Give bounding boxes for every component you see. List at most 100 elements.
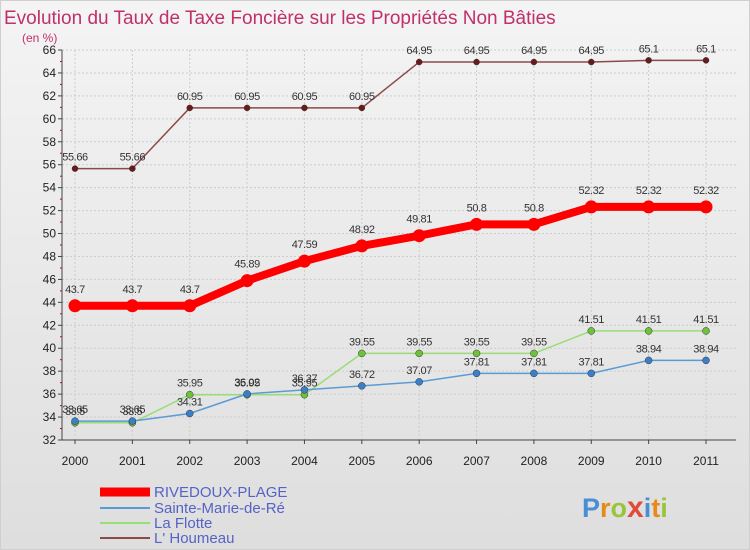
point-1-10 <box>644 356 653 365</box>
ytick-label-42: 42 <box>43 318 57 332</box>
data-label-3-4: 60.95 <box>292 91 318 103</box>
xtick-label-2005: 2005 <box>348 454 375 468</box>
chart-ylabel: (en %) <box>22 31 57 45</box>
point-3-8 <box>530 58 538 66</box>
data-label-3-9: 64.95 <box>579 45 605 57</box>
point-2-8 <box>530 349 538 358</box>
data-label-3-8: 64.95 <box>521 45 547 57</box>
data-label-0-6: 49.81 <box>406 214 432 226</box>
data-label-2-11: 41.51 <box>693 314 719 326</box>
series-2: 33.5 33.5 35.95 35.95 35.95 39.55 39.55 39.55 39… <box>65 314 719 427</box>
ytick-label-54: 54 <box>43 181 57 195</box>
point-0-4 <box>297 254 311 268</box>
legend-item-3: L' Houmeau <box>100 530 234 547</box>
data-label-1-9: 37.81 <box>579 356 605 368</box>
legend-label-3: L' Houmeau <box>154 530 234 547</box>
data-label-2-8: 39.55 <box>521 336 547 348</box>
point-1-8 <box>530 369 538 378</box>
point-3-2 <box>186 104 193 112</box>
legend-label-0: RIVEDOUX-PLAGE <box>154 484 287 501</box>
data-label-3-5: 60.95 <box>349 91 375 103</box>
xtick-label-2001: 2001 <box>119 454 146 468</box>
legend-label-2: La Flotte <box>154 515 212 532</box>
data-label-1-2: 34.31 <box>177 397 203 409</box>
point-1-4 <box>300 386 309 394</box>
data-label-3-3: 60.95 <box>234 91 260 103</box>
point-3-11 <box>702 57 710 64</box>
xtick-label-2007: 2007 <box>463 454 490 468</box>
xtick-label-2011: 2011 <box>693 454 719 468</box>
data-label-3-7: 64.95 <box>464 45 490 57</box>
legend-item-2: La Flotte <box>100 515 212 532</box>
svg-text:Proxiti: Proxiti <box>582 491 668 524</box>
point-2-5 <box>358 349 366 358</box>
data-label-1-8: 37.81 <box>521 356 547 368</box>
data-label-0-11: 52.32 <box>693 185 719 197</box>
series-1: 33.65 33.65 34.31 36.02 36.37 36.72 37.07 37.81… <box>62 343 719 425</box>
data-label-1-0: 33.65 <box>62 404 88 416</box>
data-label-3-11: 65.1 <box>696 43 716 55</box>
point-3-3 <box>243 104 251 112</box>
point-3-4 <box>301 104 308 112</box>
ytick-label-40: 40 <box>43 341 57 355</box>
point-0-8 <box>527 217 541 231</box>
point-0-2 <box>183 299 197 313</box>
ytick-label-48: 48 <box>43 249 57 263</box>
data-label-2-10: 41.51 <box>636 314 662 326</box>
point-0-10 <box>642 200 656 214</box>
point-1-9 <box>587 369 596 378</box>
legend-item-1: Sainte-Marie-de-Ré <box>100 500 285 517</box>
xtick-label-2006: 2006 <box>406 454 433 468</box>
xtick-label-2010: 2010 <box>635 454 662 468</box>
xtick-label-2000: 2000 <box>62 454 89 468</box>
logo-letter-p: P <box>582 493 600 523</box>
ytick-label-50: 50 <box>43 227 57 241</box>
data-label-0-0: 43.7 <box>65 284 85 296</box>
point-0-5 <box>355 239 369 253</box>
data-label-1-6: 37.07 <box>406 365 432 377</box>
ytick-label-44: 44 <box>43 295 57 309</box>
xtick-label-2002: 2002 <box>176 454 203 468</box>
ytick-label-52: 52 <box>43 204 57 218</box>
point-2-7 <box>472 349 481 358</box>
data-label-2-3: 35.95 <box>234 378 260 390</box>
point-1-11 <box>702 356 710 365</box>
series-line-0 <box>75 202 706 310</box>
data-label-2-5: 39.55 <box>349 336 375 348</box>
ytick-label-56: 56 <box>43 158 57 172</box>
data-label-2-0: 33.5 <box>65 406 85 418</box>
ytick-label-64: 64 <box>43 66 57 80</box>
data-label-2-7: 39.55 <box>464 336 490 348</box>
xtick-label-2008: 2008 <box>521 454 548 468</box>
data-label-0-8: 50.8 <box>524 202 544 214</box>
xtick-label-2004: 2004 <box>291 454 318 468</box>
series-line-1 <box>75 359 706 422</box>
point-1-2 <box>185 409 194 418</box>
data-label-0-2: 43.7 <box>180 284 200 296</box>
ytick-label-38: 38 <box>43 364 57 378</box>
logo-letter-r: r <box>600 493 611 523</box>
point-0-3 <box>240 274 254 288</box>
point-0-7 <box>470 217 484 231</box>
ytick-label-62: 62 <box>43 89 57 103</box>
point-3-9 <box>588 58 595 66</box>
proxiti-logo: Proxiti <box>582 491 668 524</box>
logo-letter-i2: i <box>660 493 668 523</box>
point-2-2 <box>185 390 194 399</box>
point-0-0 <box>68 299 82 313</box>
data-label-1-5: 36.72 <box>349 369 375 381</box>
point-0-6 <box>412 229 426 243</box>
series-line-2 <box>75 330 706 424</box>
point-3-1 <box>129 165 136 172</box>
ytick-label-46: 46 <box>43 272 57 286</box>
point-2-11 <box>702 327 710 335</box>
data-label-2-6: 39.55 <box>406 336 432 348</box>
point-2-6 <box>415 349 423 358</box>
point-0-11 <box>699 200 713 214</box>
point-0-9 <box>584 200 598 214</box>
data-label-3-0: 55.66 <box>62 152 88 164</box>
data-label-0-10: 52.32 <box>636 185 662 197</box>
series-0: 43.7 43.7 43.7 45.89 47.59 48.92 49.81 50.8 50.8… <box>65 185 719 313</box>
